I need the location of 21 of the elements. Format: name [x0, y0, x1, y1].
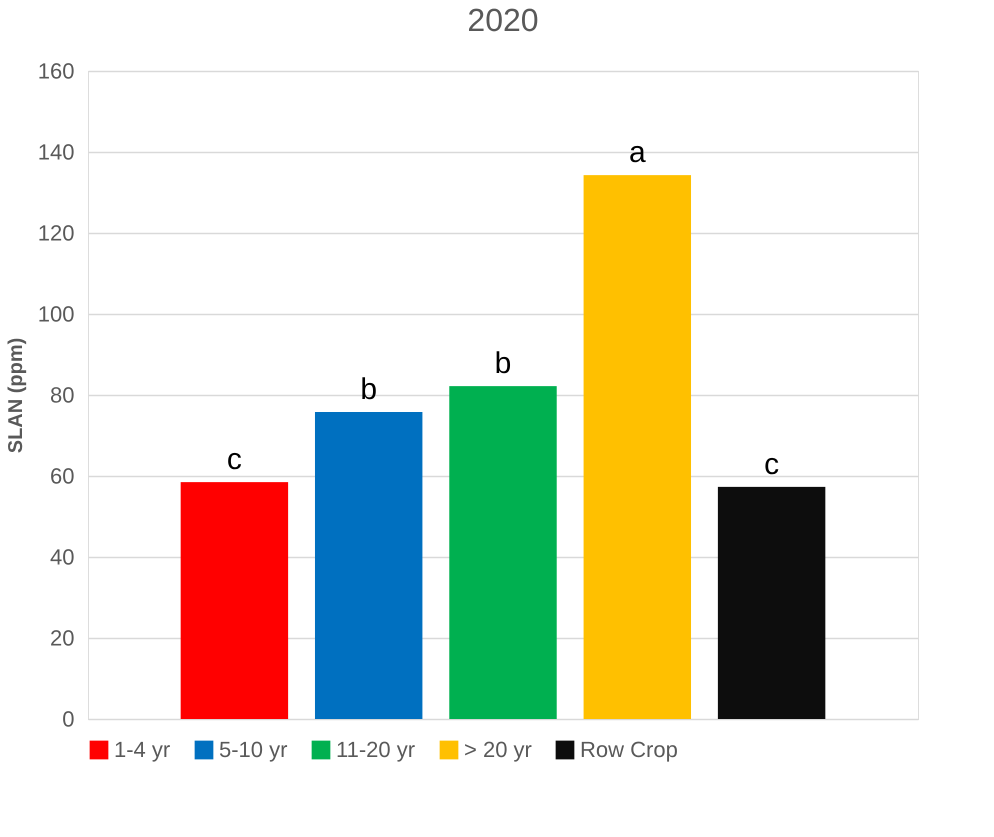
y-tick-label: 60 [50, 464, 74, 488]
legend-label: Row Crop [580, 737, 678, 762]
y-tick-label: 80 [50, 382, 74, 408]
y-tick-label: 20 [50, 626, 74, 650]
y-tick-label: 100 [38, 302, 74, 326]
data-label: c [226, 443, 242, 476]
y-tick-label: 140 [38, 140, 74, 164]
y-tick-label: 40 [50, 544, 74, 570]
y-tick-label: 120 [38, 220, 74, 246]
y-axis-title: SLAN (ppm) [4, 338, 27, 454]
data-label: b [360, 373, 378, 406]
legend-label: > 20 yr [464, 737, 532, 762]
legend-label: 1-4 yr [114, 737, 170, 762]
y-tick-label: 0 [62, 706, 74, 732]
legend-label: 11-20 yr [336, 737, 416, 762]
data-label: a [628, 136, 646, 170]
data-label: b [494, 347, 512, 380]
y-tick-label: 160 [38, 58, 74, 84]
data-label: c [764, 448, 780, 481]
legend-label: 5-10 yr [219, 737, 288, 762]
chart-title: 2020 [467, 2, 539, 38]
